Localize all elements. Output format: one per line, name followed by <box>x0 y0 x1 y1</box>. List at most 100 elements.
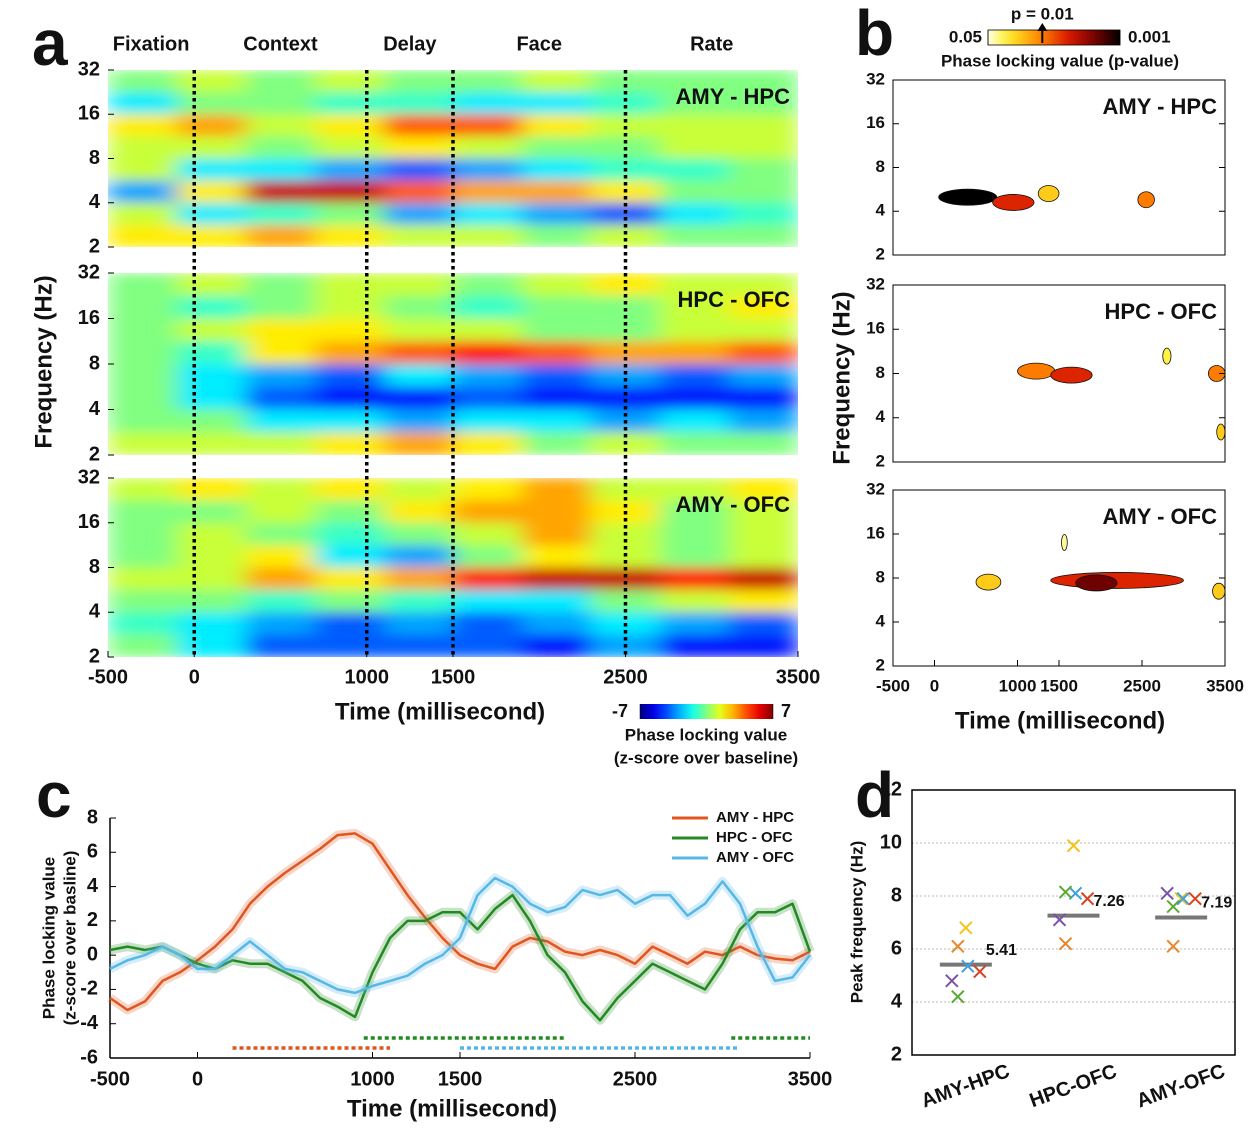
heat-cell <box>729 522 798 546</box>
heat-cell <box>453 202 523 226</box>
heat-cell <box>384 409 454 433</box>
y-tick-label: -6 <box>80 1046 98 1068</box>
significant-region <box>1050 572 1184 589</box>
heat-cell <box>384 612 454 636</box>
significant-region <box>1075 574 1118 592</box>
x-tick-label: 1000 <box>345 666 390 688</box>
y-tick-label: 4 <box>89 191 101 213</box>
significant-region <box>1017 362 1056 380</box>
heat-cell <box>384 545 454 568</box>
heat-cell <box>177 224 247 247</box>
heat-cell <box>384 364 454 388</box>
heat-cell <box>177 522 247 546</box>
heat-cell <box>453 522 523 546</box>
heat-cell <box>522 364 592 388</box>
heat-cell <box>660 589 730 613</box>
heat-cell <box>315 92 385 115</box>
heat-cell <box>315 432 385 455</box>
heat-cell <box>660 545 730 568</box>
heat-cell <box>453 432 523 455</box>
heat-cell <box>453 386 523 410</box>
heat-cell <box>591 567 661 591</box>
heat-cell <box>177 136 247 159</box>
heat-cell <box>108 114 178 137</box>
y-tick-label: 16 <box>78 307 100 329</box>
heat-cell <box>660 522 730 546</box>
x-tick-label: 3500 <box>776 666 821 688</box>
x-tick-label: 1000 <box>999 676 1037 695</box>
heat-cell <box>522 386 592 410</box>
heat-cell <box>384 318 454 342</box>
heat-cell <box>108 386 178 410</box>
heat-cell <box>315 273 385 297</box>
heat-cell <box>384 70 454 93</box>
heat-cell <box>453 612 523 636</box>
heat-cell <box>522 409 592 433</box>
heatmap <box>108 70 798 247</box>
heat-cell <box>453 92 523 115</box>
heatmap-cells <box>108 70 798 247</box>
heat-cell <box>177 341 247 365</box>
heat-cell <box>660 136 730 159</box>
heat-cell <box>591 202 661 226</box>
data-point <box>1166 939 1180 954</box>
heat-cell <box>246 500 316 524</box>
x-tick-label: 1000 <box>350 1068 395 1090</box>
y-tick-label: 2 <box>89 645 100 667</box>
line <box>109 832 811 1012</box>
heat-cell <box>522 318 592 342</box>
heat-cell <box>453 545 523 568</box>
heat-cell <box>591 70 661 93</box>
contour-regions <box>938 185 1155 211</box>
x-tick-label: 2500 <box>603 666 648 688</box>
x-tick-label: 0 <box>189 666 200 688</box>
heat-cell <box>729 318 798 342</box>
heat-cell <box>522 500 592 524</box>
heat-cell <box>522 478 592 501</box>
y-tick-label: 2 <box>89 235 100 257</box>
heat-cell <box>177 92 247 115</box>
colorbar-label: Phase locking value (p-value) <box>941 51 1179 70</box>
y-tick-label: 16 <box>78 511 100 533</box>
heat-cell <box>729 158 798 182</box>
epoch-label: Rate <box>690 33 733 55</box>
heat-cell <box>177 158 247 182</box>
heat-cell <box>591 589 661 613</box>
heat-cell <box>246 202 316 226</box>
x-tick-label: 1500 <box>431 666 476 688</box>
heat-cell <box>453 409 523 433</box>
heat-cell <box>315 341 385 365</box>
heat-cell <box>591 545 661 568</box>
heat-cell <box>522 432 592 455</box>
y-tick-label: 32 <box>78 466 100 488</box>
data-point <box>973 964 987 979</box>
heat-cell <box>246 273 316 297</box>
heat-cell <box>246 114 316 137</box>
y-tick-label: 4 <box>876 201 886 220</box>
y-tick-label: 2 <box>89 443 100 465</box>
significant-region <box>1162 347 1172 365</box>
heat-cell <box>108 136 178 159</box>
significant-region <box>1037 185 1060 202</box>
threshold-label: p = 0.01 <box>1011 4 1074 23</box>
heat-cell <box>453 136 523 159</box>
heat-cell <box>522 634 592 657</box>
heat-cell <box>315 634 385 657</box>
heat-cell <box>522 341 592 365</box>
heat-cell <box>729 136 798 159</box>
heat-cell <box>453 114 523 137</box>
heat-cell <box>660 70 730 93</box>
heat-cell <box>315 612 385 636</box>
colorbar-tick-label: 0.05 <box>949 27 982 46</box>
heat-cell <box>246 634 316 657</box>
heat-cell <box>177 202 247 226</box>
contour-regions <box>975 534 1225 600</box>
heat-cell <box>108 522 178 546</box>
panel-letter: a <box>32 7 68 79</box>
y-tick-label: 8 <box>891 884 902 906</box>
y-tick-label: 8 <box>87 806 98 828</box>
y-tick-label: 4 <box>89 601 101 623</box>
y-tick-label: 16 <box>866 319 885 338</box>
heat-cell <box>177 634 247 657</box>
heat-cell <box>522 92 592 115</box>
